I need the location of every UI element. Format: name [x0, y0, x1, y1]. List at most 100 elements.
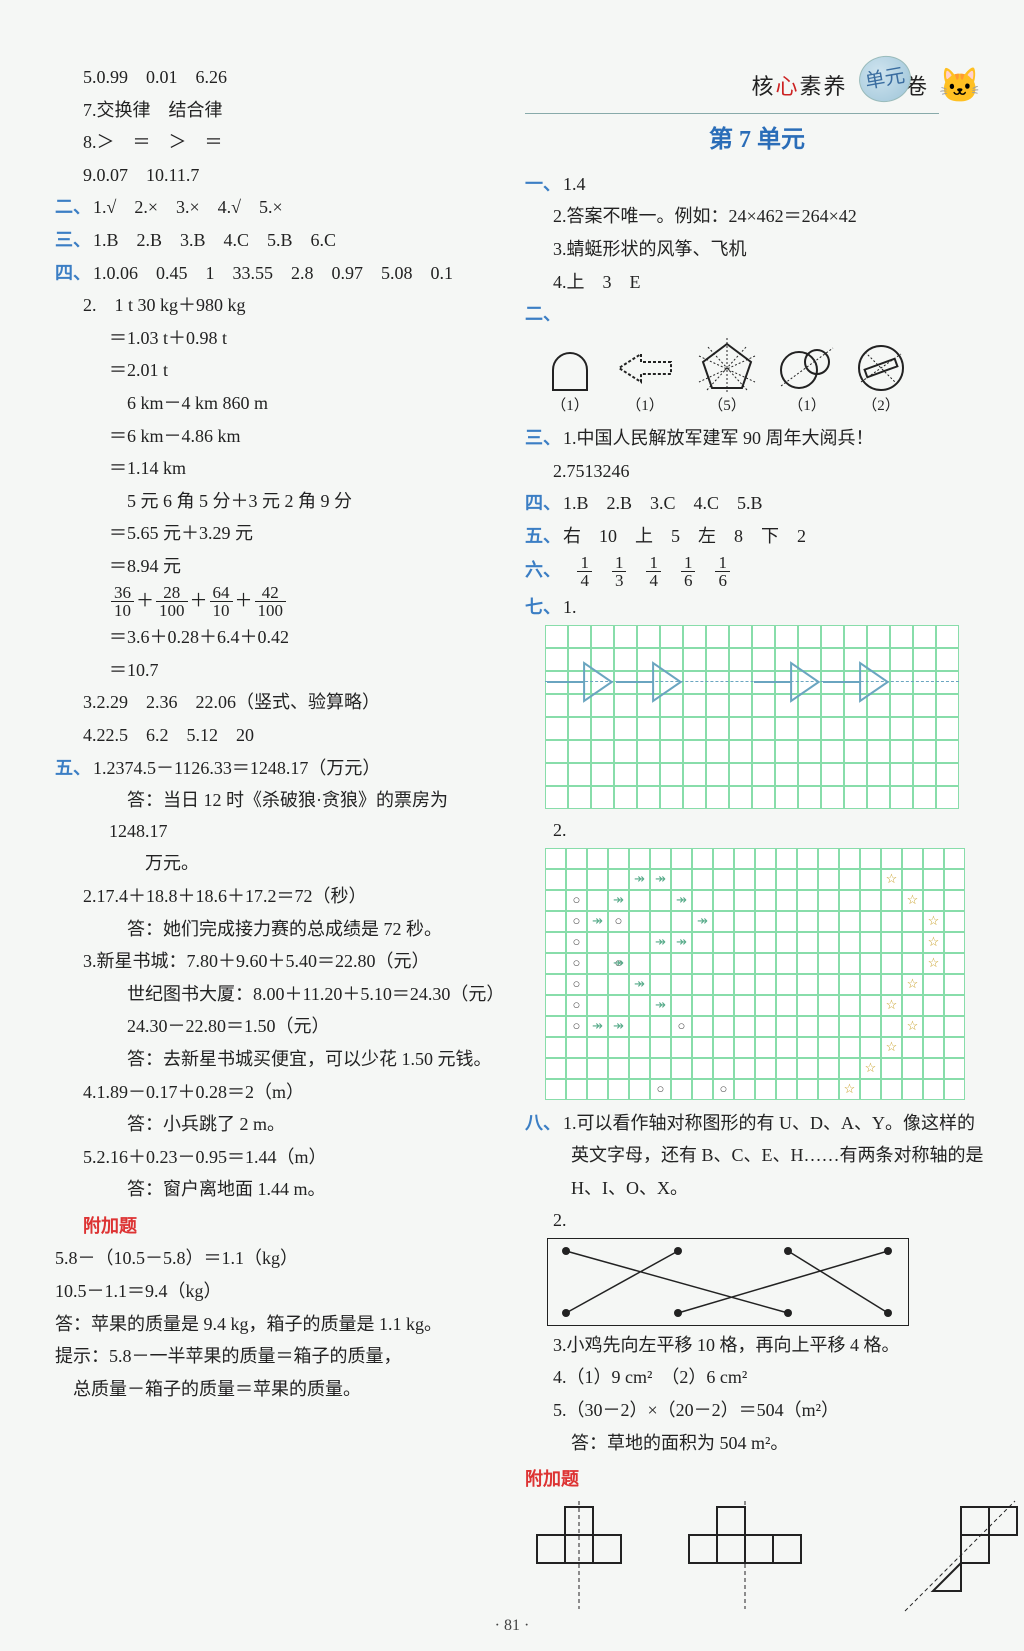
section-label: 二、 [55, 197, 91, 217]
section-label: 一、 [525, 174, 561, 194]
page-number: · 81 · [0, 1612, 1024, 1639]
section-label: 八、 [525, 1113, 561, 1133]
section-7: 七、1. [525, 592, 989, 623]
text: 5.0.99 0.01 6.26 [55, 62, 497, 93]
arch-icon [545, 342, 595, 394]
pentagon-icon [695, 338, 759, 394]
two-circles-icon [777, 342, 837, 394]
matching-diagram [547, 1238, 909, 1326]
frac-expr: 3610＋28100＋6410＋42100 [55, 584, 497, 621]
net-1 [535, 1501, 655, 1611]
circle-bar-icon [855, 342, 907, 394]
text: 答：窗户离地面 1.44 m。 [55, 1174, 497, 1205]
text: 5.（30－2）×（20－2）＝504（m²） [525, 1395, 989, 1426]
text: 1.√ 2.× 3.× 4.√ 5.× [93, 197, 283, 217]
mascot-icon: 🐱 [939, 58, 981, 116]
text: 答：去新星书城买便宜，可以少花 1.50 元钱。 [55, 1044, 497, 1075]
text: 1.0.06 0.45 1 33.55 2.8 0.97 5.08 0.1 [93, 263, 453, 283]
text: 答：草地的面积为 504 m²。 [525, 1428, 989, 1459]
text: 1.2374.5－1126.33＝1248.17（万元） [93, 758, 380, 778]
section-label: 三、 [525, 428, 561, 448]
section-label: 三、 [55, 230, 91, 250]
brand-header: 核心素养 卷 单元 🐱 [525, 60, 989, 114]
section-4: 四、1.0.06 0.45 1 33.55 2.8 0.97 5.08 0.1 [55, 258, 497, 289]
section-label: 四、 [55, 263, 91, 283]
page: 5.0.99 0.01 6.26 7.交换律 结合律 8.＞ ＝ ＞ ＝ 9.0… [0, 0, 1024, 1651]
grid-1-wrap [525, 625, 989, 809]
symmetry-shapes: （1） （1） （5） [525, 332, 989, 422]
grid-2-wrap: ↠↠☆○↠↠☆○↠○↠☆○↠↠☆○○↠☆○↠☆○↠☆○↠↠○☆☆☆○○☆ [525, 848, 989, 1100]
section-6: 六、 1413141616 [525, 554, 989, 591]
shape-no-entry: （2） [855, 342, 907, 420]
text: 2. [525, 1205, 989, 1236]
text: 5.2.16＋0.23－0.95＝1.44（m） [55, 1142, 497, 1173]
section-3: 三、1.B 2.B 3.B 4.C 5.B 6.C [55, 225, 497, 256]
text: 总质量－箱子的质量＝苹果的质量。 [55, 1374, 497, 1405]
text: 2.答案不唯一。例如：24×462＝264×42 [525, 201, 989, 232]
grid-2: ↠↠☆○↠↠☆○↠○↠☆○↠↠☆○○↠☆○↠☆○↠☆○↠↠○☆☆☆○○☆ [545, 848, 965, 1100]
section-2: 二、1.√ 2.× 3.× 4.√ 5.× [55, 192, 497, 223]
section-4: 四、1.B 2.B 3.C 4.C 5.B [525, 488, 989, 519]
text: 4.上 3 E [525, 267, 989, 298]
text: 1.中国人民解放军建军 90 周年大阅兵！ [563, 428, 874, 448]
text: 1.可以看作轴对称图形的有 U、D、A、Y。像这样的 [563, 1113, 975, 1133]
left-column: 5.0.99 0.01 6.26 7.交换律 结合律 8.＞ ＝ ＞ ＝ 9.0… [55, 60, 497, 1621]
text: 4.（1）9 cm² （2）6 cm² [525, 1362, 989, 1393]
text: 10.5－1.1＝9.4（kg） [55, 1276, 497, 1307]
text: 提示：5.8－一半苹果的质量＝箱子的质量， [55, 1341, 497, 1372]
section-label: 五、 [525, 526, 561, 546]
unit-title: 第 7 单元 [525, 120, 989, 161]
text: 2.7513246 [525, 456, 989, 487]
section-label: 七、 [525, 597, 561, 617]
nets-row [525, 1501, 989, 1621]
text: 24.30－22.80＝1.50（元） [55, 1011, 497, 1042]
shape-arch: （1） [545, 342, 595, 420]
text: 2. [525, 815, 989, 846]
text: 3.2.29 2.36 22.06（竖式、验算略） [55, 687, 497, 718]
text: 答：小兵跳了 2 m。 [55, 1109, 497, 1140]
text: 答：苹果的质量是 9.4 kg，箱子的质量是 1.1 kg。 [55, 1309, 497, 1340]
text: 7.交换律 结合律 [55, 95, 497, 126]
shape-two-circles: （1） [777, 342, 837, 420]
calc: 2. 1 t 30 kg＋980 kg [55, 290, 497, 321]
frac-row: 1413141616 [567, 560, 740, 580]
calc: ＝1.03 t＋0.98 t [55, 323, 497, 354]
text: 5.8－（10.5－5.8）＝1.1（kg） [55, 1243, 497, 1274]
calc: ＝1.14 km [55, 453, 497, 484]
text: 1.B 2.B 3.C 4.C 5.B [563, 493, 763, 513]
calc: 5 元 6 角 5 分＋3 元 2 角 9 分 [55, 486, 497, 517]
text: 4.1.89－0.17＋0.28＝2（m） [55, 1077, 497, 1108]
text: H、I、O、X。 [525, 1173, 989, 1204]
text: 3.新星书城：7.80＋9.60＋5.40＝22.80（元） [55, 946, 497, 977]
shape-pentagon: （5） [695, 338, 759, 420]
calc: ＝5.65 元＋3.29 元 [55, 518, 497, 549]
section-8: 八、1.可以看作轴对称图形的有 U、D、A、Y。像这样的 [525, 1108, 989, 1139]
calc: 6 km－4 km 860 m [55, 388, 497, 419]
section-label: 六、 [525, 560, 561, 580]
text: 3.蜻蜓形状的风筝、飞机 [525, 234, 989, 265]
text: 万元。 [55, 848, 497, 879]
section-3: 三、1.中国人民解放军建军 90 周年大阅兵！ [525, 423, 989, 454]
arrow-left-icon [613, 342, 677, 394]
text: 英文字母，还有 B、C、E、H……有两条对称轴的是 [525, 1140, 989, 1171]
bonus-label: 附加题 [525, 1464, 989, 1495]
text: 3.小鸡先向左平移 10 格，再向上平移 4 格。 [525, 1330, 989, 1361]
calc: ＝2.01 t [55, 355, 497, 386]
text: 4.22.5 6.2 5.12 20 [55, 720, 497, 751]
calc: ＝8.94 元 [55, 551, 497, 582]
section-5: 五、右 10 上 5 左 8 下 2 [525, 521, 989, 552]
section-2: 二、 [525, 299, 989, 330]
text: 8.＞ ＝ ＞ ＝ [55, 127, 497, 158]
section-1: 一、1.4 [525, 169, 989, 200]
text: 答：她们完成接力赛的总成绩是 72 秒。 [55, 914, 497, 945]
section-label: 五、 [55, 758, 91, 778]
calc: ＝10.7 [55, 655, 497, 686]
right-column: 核心素养 卷 单元 🐱 第 7 单元 一、1.4 2.答案不唯一。例如：24×4… [525, 60, 989, 1621]
text: 1. [563, 597, 577, 617]
text: 答：当日 12 时《杀破狼·贪狼》的票房为 1248.17 [55, 785, 497, 846]
section-5: 五、1.2374.5－1126.33＝1248.17（万元） [55, 753, 497, 784]
calc: ＝6 km－4.86 km [55, 421, 497, 452]
text: 9.0.07 10.11.7 [55, 160, 497, 191]
net-2 [685, 1501, 835, 1611]
text: 世纪图书大厦：8.00＋11.20＋5.10＝24.30（元） [55, 979, 497, 1010]
